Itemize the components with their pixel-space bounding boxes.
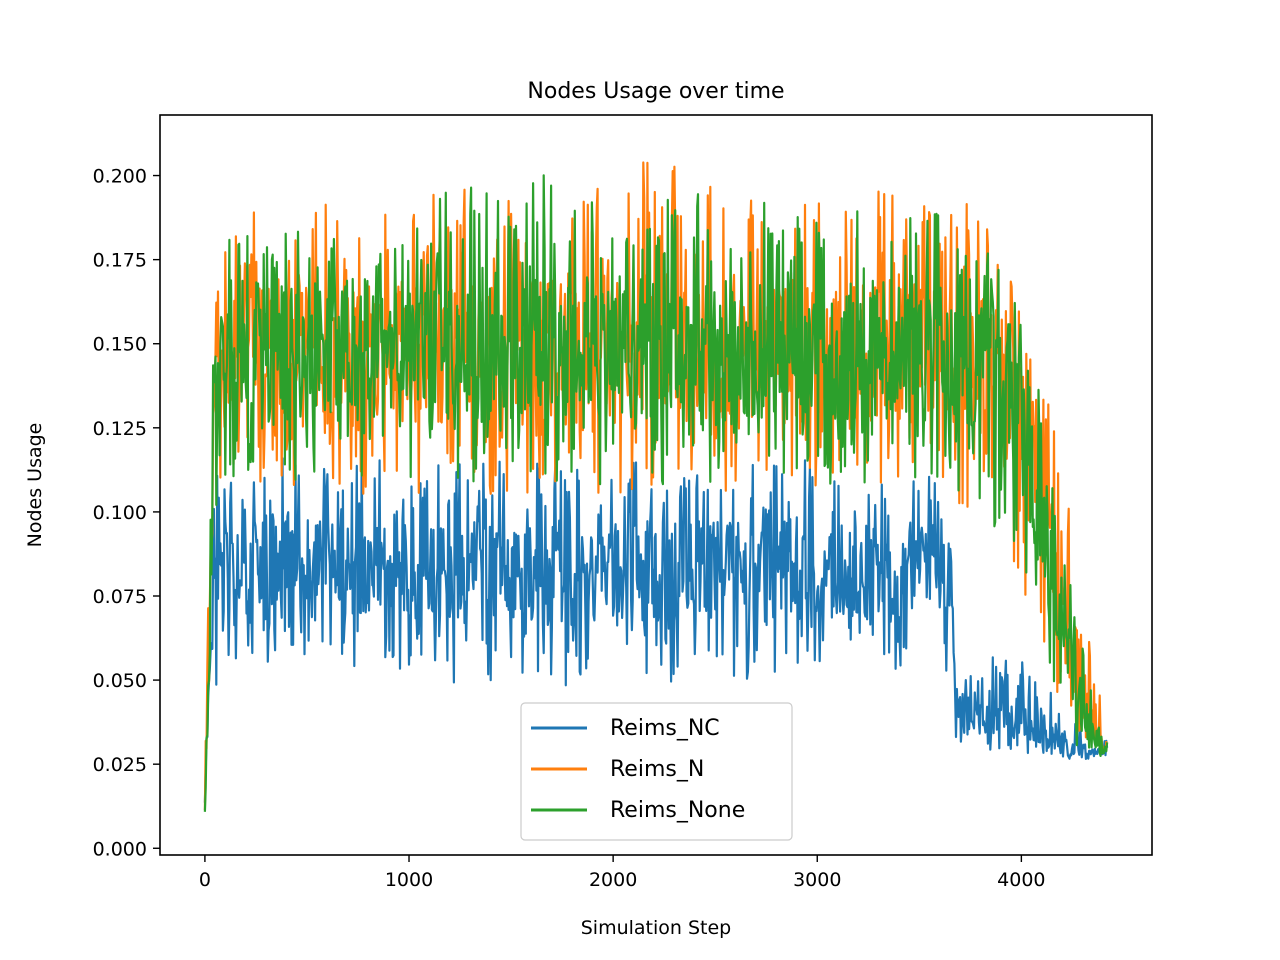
legend-box (520, 702, 793, 841)
x-tick-label: 2000 (589, 869, 637, 891)
y-tick-label: 0.075 (93, 586, 147, 608)
legend-label: Reims_None (610, 798, 745, 823)
x-tick-label: 0 (199, 869, 211, 891)
y-tick-label: 0.000 (93, 838, 147, 860)
y-tick-label: 0.100 (93, 502, 147, 524)
legend-label: Reims_NC (610, 716, 720, 741)
y-tick-label: 0.050 (93, 670, 147, 692)
legend-label: Reims_N (610, 757, 704, 782)
x-axis-ticks: 0 1000 2000 3000 4000 (199, 855, 1046, 891)
series-line-reims-nc (203, 455, 1109, 803)
y-axis-label: Nodes Usage (24, 423, 46, 548)
y-tick-label: 0.200 (93, 166, 147, 188)
chart-title: Nodes Usage over time (527, 79, 784, 104)
plot-frame (159, 114, 1153, 856)
y-tick-label: 0.150 (93, 334, 147, 356)
x-axis-label: Simulation Step (581, 917, 732, 939)
legend: Reims_NC Reims_N Reims_None (520, 702, 793, 841)
y-tick-label: 0.125 (93, 418, 147, 440)
y-tick-label: 0.025 (93, 754, 147, 776)
y-axis-ticks: 0.000 0.025 0.050 0.075 0.100 0.125 0.150 0.175… (93, 166, 160, 860)
y-tick-label: 0.175 (93, 250, 147, 272)
series-line-reims-none (203, 174, 1109, 812)
series-layer (203, 161, 1109, 812)
x-tick-label: 1000 (385, 869, 433, 891)
x-tick-label: 4000 (997, 869, 1045, 891)
x-tick-label: 3000 (793, 869, 841, 891)
